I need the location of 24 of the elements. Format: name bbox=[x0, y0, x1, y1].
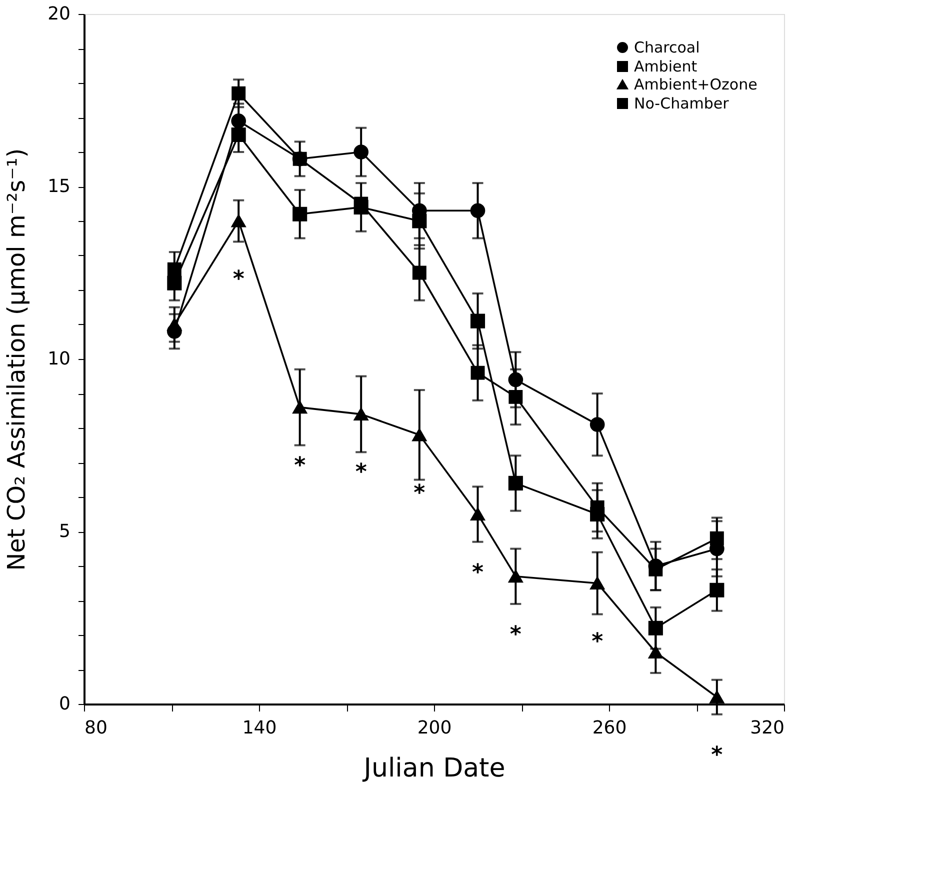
annotation: * bbox=[232, 267, 245, 292]
x-tick-label: 200 bbox=[417, 718, 452, 738]
x-tick-label: 80 bbox=[84, 718, 108, 738]
annotation: * bbox=[472, 560, 484, 586]
y-axis-title: Net CO₂ Assimilation (μmol m⁻²s⁻¹) bbox=[2, 148, 31, 571]
annotation: * bbox=[294, 453, 306, 478]
y-tick-label: 5 bbox=[59, 521, 70, 542]
x-tick-label: 140 bbox=[242, 718, 277, 738]
annotation: * bbox=[592, 629, 604, 654]
x-axis-title: Julian Date bbox=[362, 754, 506, 784]
y-tick-label: 10 bbox=[48, 348, 70, 370]
y-tick-label: 20 bbox=[48, 4, 70, 24]
annotation: * bbox=[355, 460, 368, 486]
legend-label: Ambient bbox=[634, 58, 698, 76]
x-tick-label: 260 bbox=[592, 718, 627, 738]
legend-label: No-Chamber bbox=[634, 94, 730, 112]
annotation: * bbox=[510, 622, 522, 648]
y-tick-label: 0 bbox=[59, 694, 70, 714]
x-tick-label: 320 bbox=[750, 718, 784, 738]
y-tick-label: 15 bbox=[48, 176, 70, 197]
legend-label: Ambient+Ozone bbox=[634, 76, 758, 94]
annotation: * bbox=[711, 743, 724, 768]
annotation: * bbox=[414, 480, 426, 506]
legend-label: Charcoal bbox=[634, 38, 700, 56]
